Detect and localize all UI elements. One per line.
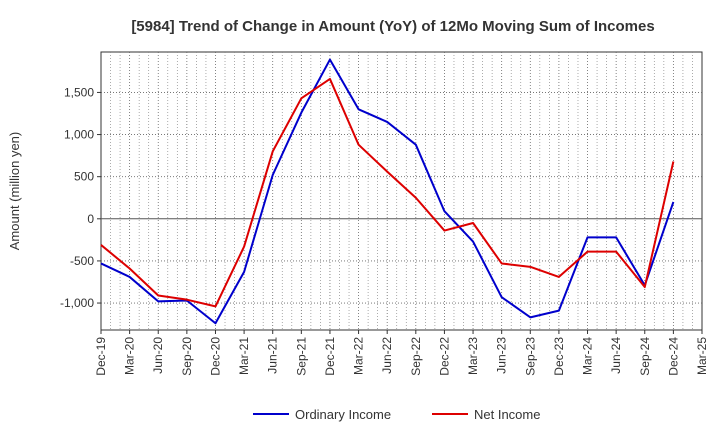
x-tick-label: Jun-23 (495, 337, 509, 374)
x-tick-label: Sep-24 (638, 337, 652, 376)
y-tick-label: 1,000 (64, 128, 94, 142)
x-tick-label: Mar-24 (581, 337, 595, 375)
x-tick-label: Dec-20 (208, 337, 222, 376)
y-tick-label: 1,500 (64, 85, 94, 99)
x-tick-label: Dec-22 (437, 337, 451, 376)
x-tick-label: Mar-25 (695, 337, 709, 375)
net-income-legend-label: Net Income (474, 407, 540, 422)
y-tick-label: -1,000 (60, 296, 94, 310)
x-tick-label: Mar-20 (123, 337, 137, 375)
x-tick-label: Dec-24 (666, 337, 680, 376)
ordinary-income-line (100, 58, 675, 325)
x-tick-label: Mar-23 (466, 337, 480, 375)
x-tick-label: Jun-24 (609, 337, 623, 374)
y-axis-label: Amount (million yen) (7, 132, 22, 251)
x-tick-label: Dec-23 (552, 337, 566, 376)
x-tick-label: Jun-21 (266, 337, 280, 374)
x-tick-label: Dec-21 (323, 337, 337, 376)
x-tick-label: Sep-20 (180, 337, 194, 376)
ordinary-income-legend-label: Ordinary Income (295, 407, 391, 422)
x-tick-label: Sep-23 (523, 337, 537, 376)
x-tick-label: Jun-20 (151, 337, 165, 374)
y-tick-label: -500 (70, 254, 94, 268)
y-tick-label: 500 (74, 170, 94, 184)
plot-frame (100, 51, 703, 331)
y-tick-label: 0 (87, 212, 94, 226)
x-tick-label: Jun-22 (380, 337, 394, 374)
x-tick-label: Sep-21 (294, 337, 308, 376)
legend: Ordinary Income Net Income (253, 407, 540, 422)
plot-area: -1,000 -500 0 500 1,000 1,500 Dec-19 Mar-20 Jun-… (60, 51, 709, 376)
chart-title: [5984] Trend of Change in Amount (YoY) o… (131, 18, 654, 35)
x-tick-label: Mar-21 (237, 337, 251, 375)
x-tick-label: Mar-22 (352, 337, 366, 375)
x-tick-label: Dec-19 (94, 337, 108, 376)
net-income-line (100, 77, 675, 308)
x-tick-label: Sep-22 (409, 337, 423, 376)
